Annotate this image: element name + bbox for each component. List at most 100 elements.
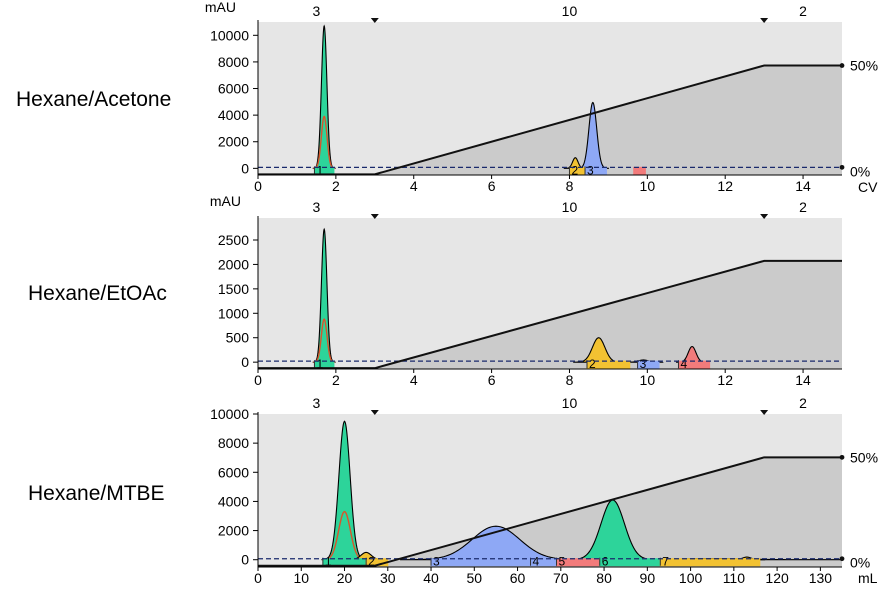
y-tick-label: 2500 [218,232,249,248]
y-tick-label: 0 [241,552,249,568]
peak-1 [312,227,336,363]
segment-marker [760,18,769,23]
x-tick-label: 8 [566,178,574,194]
x-tick-label: 10 [640,178,656,194]
segment-marker [760,410,769,415]
x-tick-label: 80 [596,570,612,586]
x-tick-label: 0 [254,178,262,194]
y-tick-label: 0 [241,160,249,176]
y-tick-label: 1000 [218,305,249,321]
segment-step-label: 2 [799,395,807,411]
fraction-bar-4 [633,166,646,175]
fraction-bar-7 [659,558,761,567]
x-tick-label: 50 [467,570,483,586]
y-tick-label: 8000 [218,54,249,70]
y-tick-label: 6000 [218,81,249,97]
panel-acetone: mAU Hexane/Acetone CV 1 2 3020004000600080… [16,0,878,195]
y-tick-label: 4000 [218,107,249,123]
fraction-bar-6 [599,558,661,567]
x-tick-label: 6 [488,178,496,194]
percent-marker [839,164,845,170]
panel-title-acetone: Hexane/Acetone [16,88,171,111]
fraction-label-7: 7 [662,555,669,569]
percent-label-max: 50% [850,449,878,465]
y-tick-label: 2000 [218,256,249,272]
percent-label-min: 0% [850,555,870,571]
percent-label-min: 0% [850,163,870,179]
segment-marker [370,410,379,415]
x-tick-label: 100 [679,570,703,586]
fraction-label-2: 2 [571,163,578,177]
y-tick-label: 10000 [210,406,249,422]
fraction-label-3: 3 [433,555,440,569]
segment-step-label: 3 [313,3,321,19]
x-axis-label-mtbe: mL [858,570,878,586]
x-tick-label: 14 [795,178,811,194]
segment-step-label: 10 [562,395,578,411]
panel-title-mtbe: Hexane/MTBE [28,482,165,505]
panel-etoac: mAU Hexane/EtOAc 1 2 3 40500100015002000250… [28,193,842,388]
panel-title-etoac: Hexane/EtOAc [28,282,167,305]
percent-marker [839,454,845,460]
segment-step-label: 10 [562,199,578,215]
x-tick-label: 120 [765,570,789,586]
secondary-trace-1 [313,318,336,363]
x-tick-label: 4 [410,178,418,194]
y-tick-label: 2000 [218,134,249,150]
x-tick-label: 2 [332,178,340,194]
fraction-label-3: 3 [640,357,647,371]
y-tick-label: 10000 [210,27,249,43]
segment-step-label: 2 [799,3,807,19]
segment-marker [370,214,379,219]
fraction-label-2: 2 [368,555,375,569]
fraction-label-2: 2 [589,357,596,371]
segment-marker [760,214,769,219]
x-tick-label: 12 [717,178,733,194]
percent-label-max: 50% [850,58,878,74]
x-tick-label: 20 [337,570,353,586]
x-tick-label: 14 [795,372,811,388]
x-tick-label: 70 [553,570,569,586]
x-axis-label-acetone: CV [858,179,878,195]
x-tick-label: 12 [717,372,733,388]
x-tick-label: 0 [254,570,262,586]
y-axis-label-acetone: mAU [205,0,236,15]
y-tick-label: 0 [241,354,249,370]
y-tick-label: 2000 [218,523,249,539]
gradient-line [258,64,842,176]
secondary-trace-1 [313,115,336,170]
fraction-label-4: 4 [680,357,687,371]
segment-marker [370,18,379,23]
panel-mtbe: Hexane/MTBE mL 1 2 3 4 5 6 7020004000600080001… [28,395,878,586]
gradient-line [258,259,842,370]
x-tick-label: 0 [254,372,262,388]
x-tick-label: 10 [293,570,309,586]
gradient-shade [374,65,842,175]
gradient-line [258,456,842,567]
y-tick-label: 4000 [218,493,249,509]
x-tick-label: 90 [640,570,656,586]
x-tick-label: 10 [640,372,656,388]
y-tick-label: 500 [226,330,250,346]
x-tick-label: 60 [510,570,526,586]
fraction-bar-3 [430,558,532,567]
y-tick-label: 8000 [218,435,249,451]
y-tick-label: 6000 [218,464,249,480]
x-tick-label: 4 [410,372,418,388]
y-tick-label: 1500 [218,281,249,297]
x-tick-label: 2 [332,372,340,388]
fraction-label-4: 4 [533,555,540,569]
fraction-label-1: 1 [316,163,323,177]
percent-marker [839,63,845,68]
x-tick-label: 110 [723,570,746,586]
x-tick-label: 130 [809,570,833,586]
y-axis-label-etoac: mAU [210,193,241,209]
segment-step-label: 10 [562,3,578,19]
x-tick-label: 8 [566,372,574,388]
fraction-label-1: 1 [316,357,323,371]
fraction-label-1: 1 [325,555,332,569]
gradient-shade [374,260,842,369]
segment-step-label: 3 [313,199,321,215]
percent-marker [839,556,845,562]
